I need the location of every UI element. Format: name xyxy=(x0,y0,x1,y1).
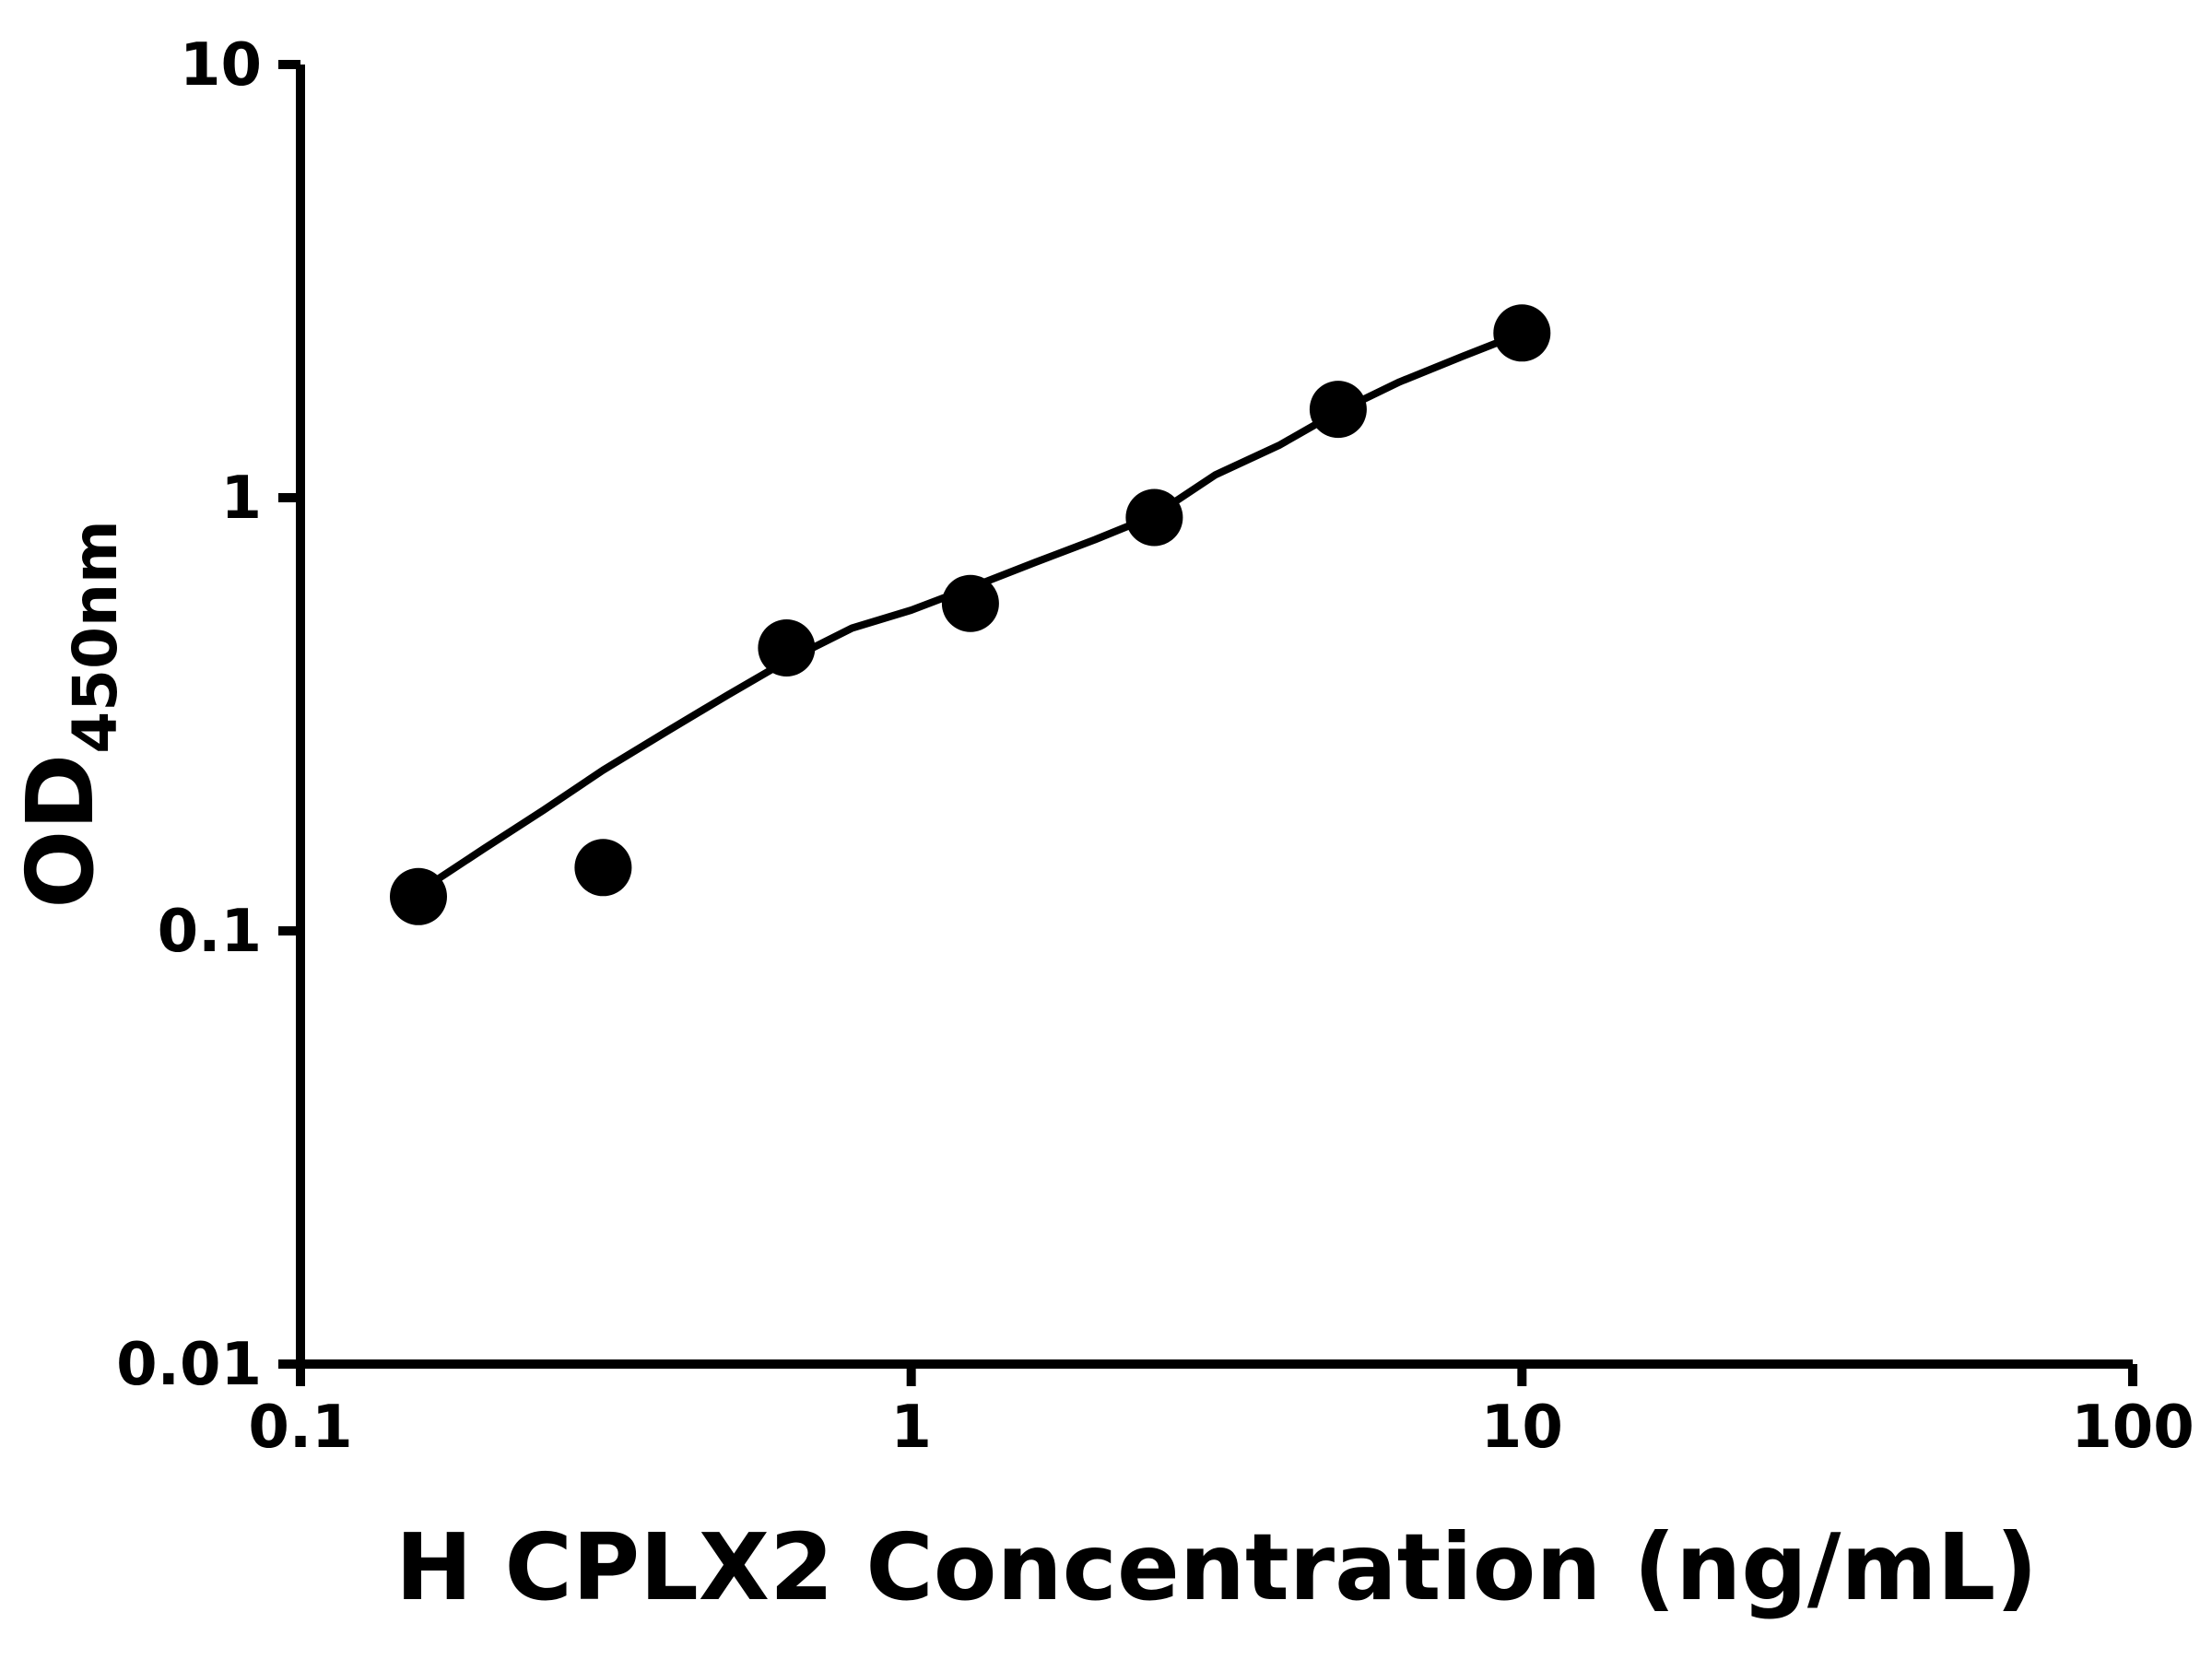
y-axis-title-subscript: 450nm xyxy=(60,520,131,754)
data-point xyxy=(1125,488,1183,547)
x-tick-label: 0.1 xyxy=(248,1394,352,1462)
x-axis-title: H CPLX2 Concentration (ng/mL) xyxy=(395,1513,2038,1621)
y-tick-label: 0.01 xyxy=(116,1331,262,1399)
y-tick-label: 10 xyxy=(180,31,262,100)
y-tick-label: 0.1 xyxy=(158,898,262,966)
y-tick-label: 1 xyxy=(220,465,262,533)
data-point xyxy=(941,574,999,632)
y-axis-title: OD450nm xyxy=(6,520,131,909)
x-tick-label: 100 xyxy=(2071,1394,2194,1462)
x-tick-label: 1 xyxy=(890,1394,932,1462)
data-point xyxy=(758,619,816,677)
data-point xyxy=(390,867,447,925)
data-point xyxy=(574,839,632,897)
y-axis-title-main: OD xyxy=(6,754,114,909)
x-tick-label: 10 xyxy=(1481,1394,1563,1462)
data-point xyxy=(1309,381,1367,439)
data-point xyxy=(1493,304,1551,362)
